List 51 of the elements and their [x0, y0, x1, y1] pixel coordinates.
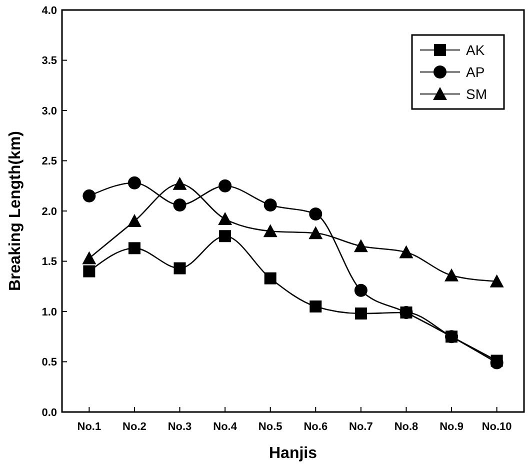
y-tick-label: 1.0 [42, 306, 57, 318]
point [444, 268, 459, 282]
point [173, 198, 186, 212]
x-axis-title: Hanjis [268, 445, 318, 462]
point [82, 189, 96, 202]
legend-label: SM [466, 86, 487, 102]
point [490, 274, 504, 288]
y-axis-title: Breaking Length(km) [7, 130, 24, 292]
point [83, 265, 96, 278]
x-tick-label: No.3 [168, 421, 192, 433]
x-tick-label: No.8 [394, 421, 418, 433]
point [354, 308, 367, 320]
point [128, 176, 141, 190]
y-tick-label: 2.5 [42, 156, 57, 168]
y-tick-label: 3.0 [42, 105, 57, 118]
point [174, 262, 186, 274]
point [219, 230, 232, 242]
x-tick-label: No.2 [122, 421, 146, 433]
y-tick-label: 0.0 [42, 406, 57, 419]
x-tick-label: No.10 [482, 421, 512, 433]
point [309, 208, 322, 221]
y-tick-label: 4.0 [42, 4, 57, 17]
point [490, 354, 503, 367]
point [264, 198, 277, 212]
point [399, 245, 414, 258]
point [218, 212, 232, 226]
x-tick-label: No.7 [349, 421, 373, 433]
x-tick-label: No.1 [77, 421, 102, 433]
point [264, 272, 276, 284]
point [446, 330, 458, 343]
point [310, 300, 322, 312]
legend-label: AP [466, 64, 485, 80]
x-tick-label: No.6 [304, 421, 328, 433]
point [263, 224, 278, 238]
point [308, 226, 323, 240]
point [354, 239, 368, 252]
x-tick-label: No.5 [258, 421, 282, 433]
y-tick-label: 3.5 [42, 55, 57, 68]
x-tick-label: No.4 [213, 421, 238, 433]
x-tick-label: No.9 [440, 421, 464, 433]
legend-label: AK [466, 42, 486, 58]
point [128, 242, 140, 254]
point [172, 176, 187, 190]
point [400, 306, 412, 319]
point [354, 284, 368, 297]
y-tick-label: 1.5 [42, 256, 57, 268]
point [127, 214, 142, 228]
point [218, 179, 232, 192]
y-tick-label: 2.0 [42, 206, 57, 218]
y-tick-label: 0.5 [42, 356, 57, 369]
point [82, 251, 96, 264]
